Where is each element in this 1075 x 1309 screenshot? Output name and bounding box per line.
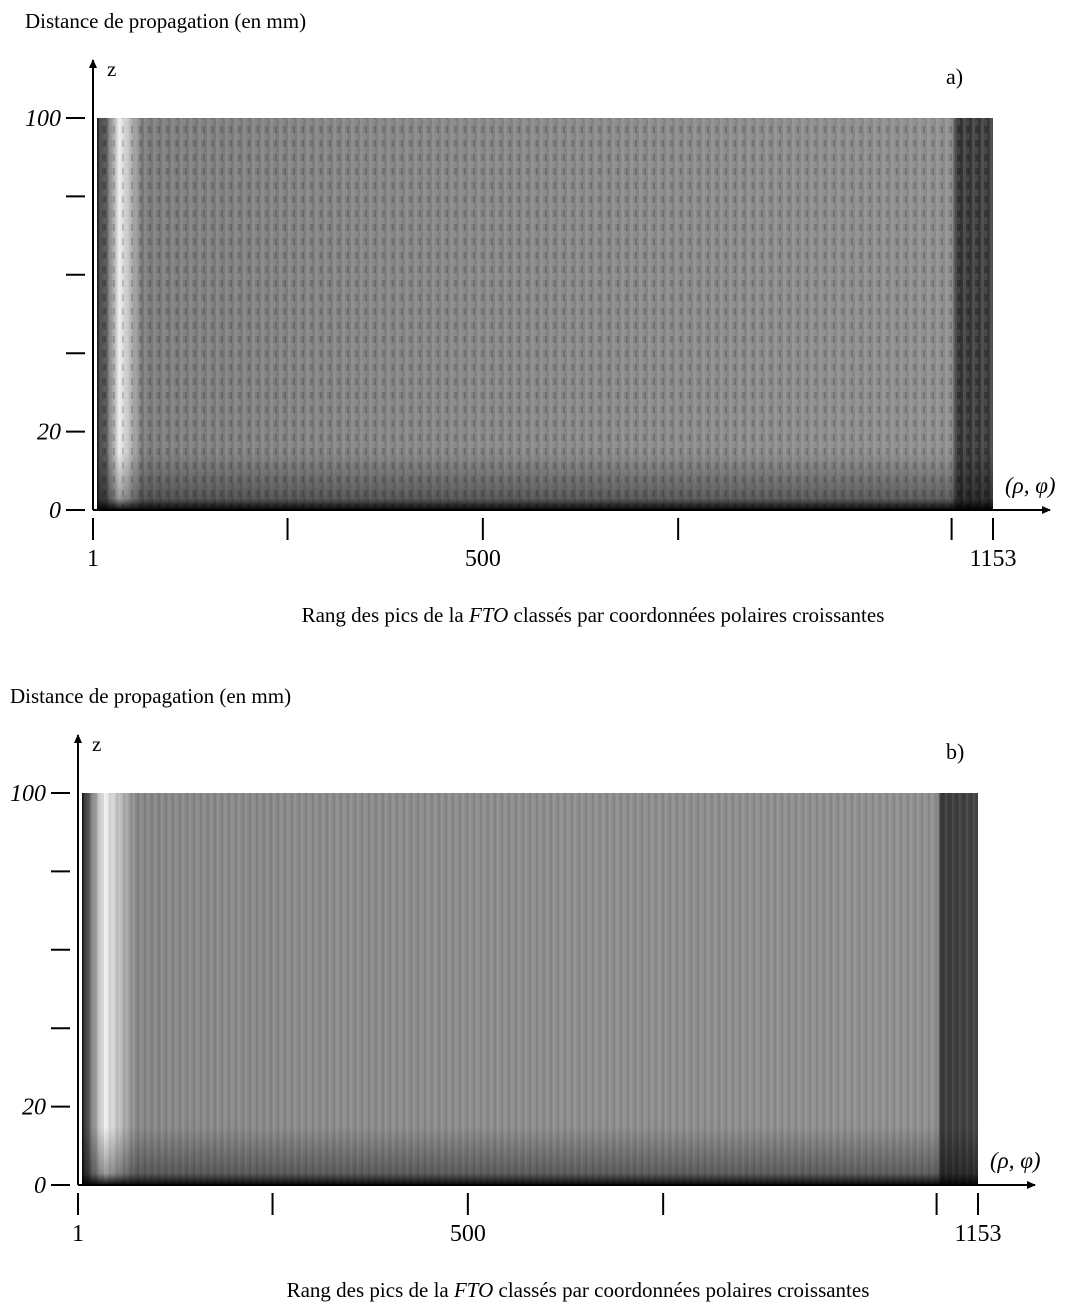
y-tick-label: 0 [49, 498, 61, 524]
x-tick-label: 500 [450, 1221, 486, 1247]
x-axis-title-part: FTO [468, 603, 508, 627]
x-axis-name: (ρ, φ) [990, 1148, 1041, 1173]
x-axis-name: (ρ, φ) [1005, 473, 1056, 498]
panel-label: b) [946, 739, 964, 764]
heatmap-shade [97, 118, 993, 510]
y-axis-name: z [107, 57, 116, 81]
x-tick-label: 500 [465, 546, 501, 572]
y-axis-title: Distance de propagation (en mm) [10, 684, 291, 708]
x-axis-title-part: FTO [453, 1278, 493, 1302]
x-axis-title: Rang des pics de la FTO classés par coor… [287, 1278, 870, 1302]
x-tick-label: 1153 [954, 1221, 1001, 1247]
y-tick-label: 20 [37, 420, 61, 446]
x-tick-label: 1153 [969, 546, 1016, 572]
panel: Distance de propagation (en mm) z (ρ, φ) b)… [10, 684, 1041, 1302]
x-axis-title: Rang des pics de la FTO classés par coor… [302, 603, 885, 627]
panel-label: a) [946, 64, 963, 89]
y-tick-label: 20 [22, 1095, 46, 1121]
y-tick-label: 100 [10, 781, 46, 807]
x-axis-title-part: classés par coordonnées polaires croissa… [508, 603, 884, 627]
y-axis-title: Distance de propagation (en mm) [25, 9, 306, 33]
x-axis-title-part: classés par coordonnées polaires croissa… [493, 1278, 869, 1302]
y-tick-label: 100 [25, 106, 61, 132]
x-axis-title-part: Rang des pics de la [287, 1278, 454, 1302]
y-tick-label: 0 [34, 1173, 46, 1199]
heatmap-shade [82, 793, 978, 1185]
panel: Distance de propagation (en mm) z (ρ, φ) a)… [25, 9, 1056, 627]
y-axis-name: z [92, 732, 101, 756]
x-tick-label: 1 [87, 546, 99, 572]
x-tick-label: 1 [72, 1221, 84, 1247]
x-axis-title-part: Rang des pics de la [302, 603, 469, 627]
